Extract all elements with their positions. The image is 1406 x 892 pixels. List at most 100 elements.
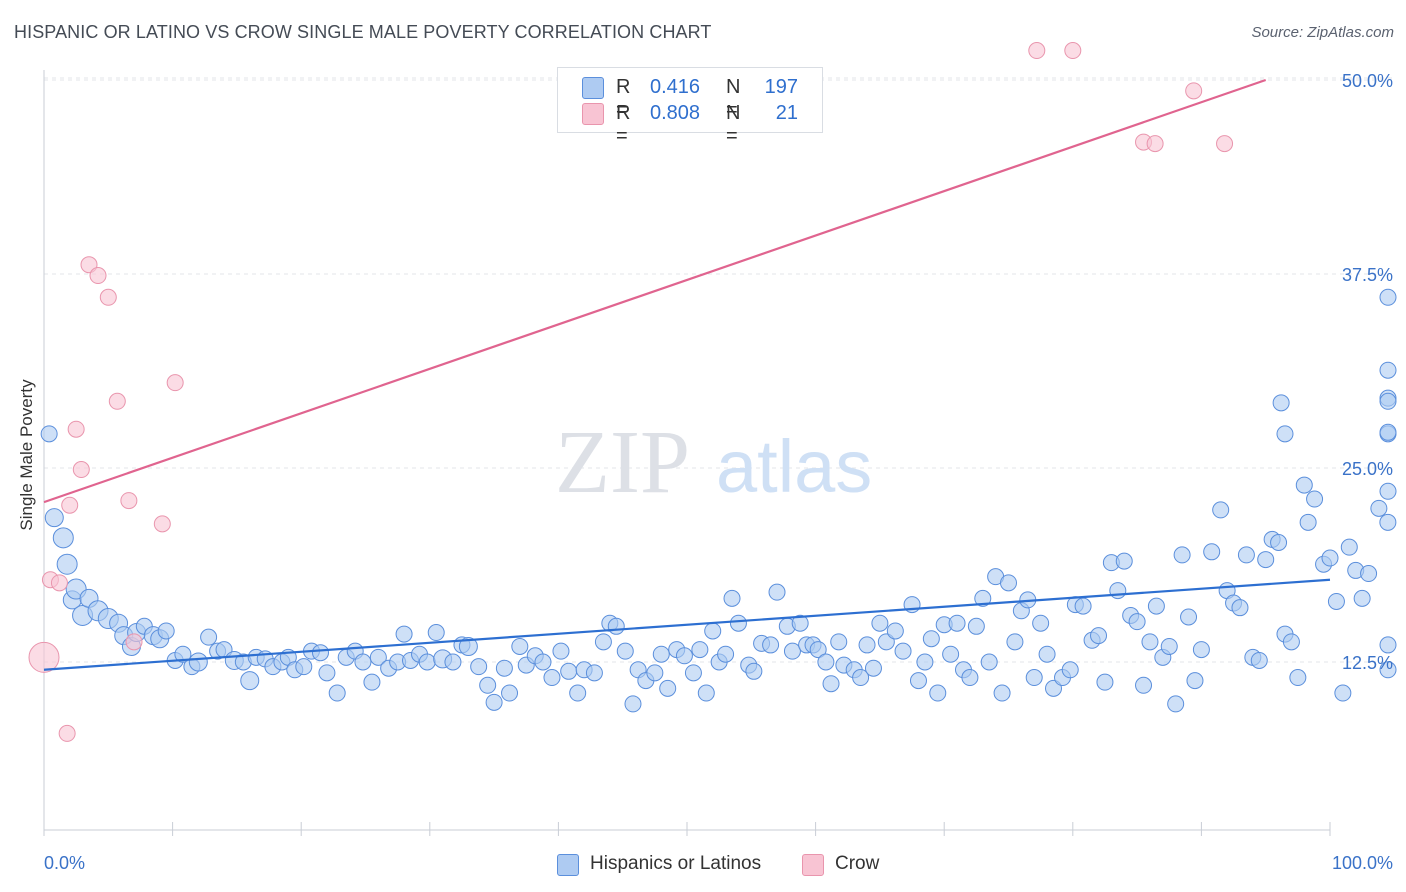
point-crow xyxy=(1028,42,1046,60)
point-hispanics xyxy=(1135,676,1153,694)
point-hispanics xyxy=(200,628,218,646)
y-tick-label: 25.0% xyxy=(1342,459,1393,479)
point-hispanics xyxy=(1257,551,1275,569)
point-hispanics xyxy=(1203,543,1221,561)
point-hispanics xyxy=(328,684,346,702)
legend-swatch-pink xyxy=(582,103,604,125)
series-hispanics-points xyxy=(40,288,1397,713)
point-hispanics xyxy=(1370,499,1388,517)
point-hispanics xyxy=(858,636,876,654)
point-hispanics xyxy=(697,684,715,702)
point-hispanics xyxy=(646,664,664,682)
point-hispanics xyxy=(1340,538,1358,556)
point-hispanics xyxy=(1141,633,1159,651)
watermark-atlas: atlas xyxy=(716,425,872,508)
watermark-zip: ZIP xyxy=(555,413,690,512)
point-hispanics xyxy=(864,659,882,677)
point-hispanics xyxy=(1379,288,1397,306)
point-hispanics xyxy=(1025,669,1043,687)
tick-labels: 12.5% 25.0% 37.5% 50.0% 0.0% 100.0% xyxy=(44,71,1393,873)
point-crow xyxy=(1185,82,1203,100)
legend-n-label: N = xyxy=(726,102,741,147)
point-hispanics xyxy=(44,508,64,528)
point-hispanics xyxy=(967,617,985,635)
point-hispanics xyxy=(1096,673,1114,691)
point-hispanics xyxy=(1109,582,1127,600)
point-crow xyxy=(1216,135,1234,153)
point-hispanics xyxy=(1038,645,1056,663)
point-hispanics xyxy=(1115,552,1133,570)
point-hispanics xyxy=(809,641,827,659)
point-hispanics xyxy=(704,622,722,640)
point-hispanics xyxy=(980,653,998,671)
point-hispanics xyxy=(1237,546,1255,564)
legend-n-label: N = xyxy=(726,76,741,121)
point-hispanics xyxy=(1061,661,1079,679)
legend-r-value: 0.808 xyxy=(650,102,701,124)
point-hispanics xyxy=(717,645,735,663)
point-hispanics xyxy=(768,583,786,601)
point-hispanics xyxy=(1128,613,1146,631)
point-hispanics xyxy=(1306,490,1324,508)
x-tick-label: 0.0% xyxy=(44,853,85,873)
point-hispanics xyxy=(1379,636,1397,654)
point-hispanics xyxy=(427,624,445,642)
point-hispanics xyxy=(909,672,927,690)
point-hispanics xyxy=(552,642,570,660)
point-hispanics xyxy=(1299,513,1317,531)
series-crow-points xyxy=(28,42,1234,742)
point-crow xyxy=(61,496,79,514)
point-hispanics xyxy=(240,671,260,691)
point-hispanics xyxy=(684,664,702,682)
point-hispanics xyxy=(1270,533,1288,551)
legend-r-label: R = xyxy=(616,102,631,147)
point-hispanics xyxy=(1032,614,1050,632)
point-hispanics xyxy=(157,622,175,640)
point-hispanics xyxy=(594,633,612,651)
legend-label-crow: Crow xyxy=(835,853,880,874)
point-crow xyxy=(125,633,143,651)
point-hispanics xyxy=(1276,425,1294,443)
legend-swatch-blue xyxy=(582,77,604,99)
point-hispanics xyxy=(652,645,670,663)
point-crow xyxy=(67,420,85,438)
point-hispanics xyxy=(395,625,413,643)
point-hispanics xyxy=(974,589,992,607)
point-crow xyxy=(99,288,117,306)
point-hispanics xyxy=(1379,482,1397,500)
point-hispanics xyxy=(501,684,519,702)
point-hispanics xyxy=(745,662,763,680)
grid-lines xyxy=(44,77,1392,663)
point-hispanics xyxy=(1173,546,1191,564)
point-hispanics xyxy=(1353,589,1371,607)
point-hispanics xyxy=(485,693,503,711)
point-crow xyxy=(89,267,107,285)
point-crow xyxy=(1064,42,1082,60)
point-hispanics xyxy=(1006,633,1024,651)
legend-n-value: 197 xyxy=(764,76,798,98)
point-hispanics xyxy=(363,673,381,691)
point-hispanics xyxy=(948,614,966,632)
point-hispanics xyxy=(1327,592,1345,610)
point-hispanics xyxy=(942,645,960,663)
point-hispanics xyxy=(817,653,835,671)
point-hispanics xyxy=(1379,361,1397,379)
point-crow xyxy=(1146,135,1164,153)
point-hispanics xyxy=(791,614,809,632)
point-hispanics xyxy=(723,589,741,607)
point-hispanics xyxy=(929,684,947,702)
point-hispanics xyxy=(659,679,677,697)
legend-swatch-crow xyxy=(802,854,824,876)
point-crow xyxy=(108,392,126,410)
point-hispanics xyxy=(916,653,934,671)
y-tick-label: 12.5% xyxy=(1342,653,1393,673)
point-hispanics xyxy=(1272,394,1290,412)
point-crow xyxy=(153,515,171,533)
point-hispanics xyxy=(1360,565,1378,583)
point-hispanics xyxy=(52,527,74,549)
point-hispanics xyxy=(1379,661,1397,679)
point-hispanics xyxy=(993,684,1011,702)
point-hispanics xyxy=(1147,597,1165,615)
trendlines xyxy=(43,78,1331,671)
